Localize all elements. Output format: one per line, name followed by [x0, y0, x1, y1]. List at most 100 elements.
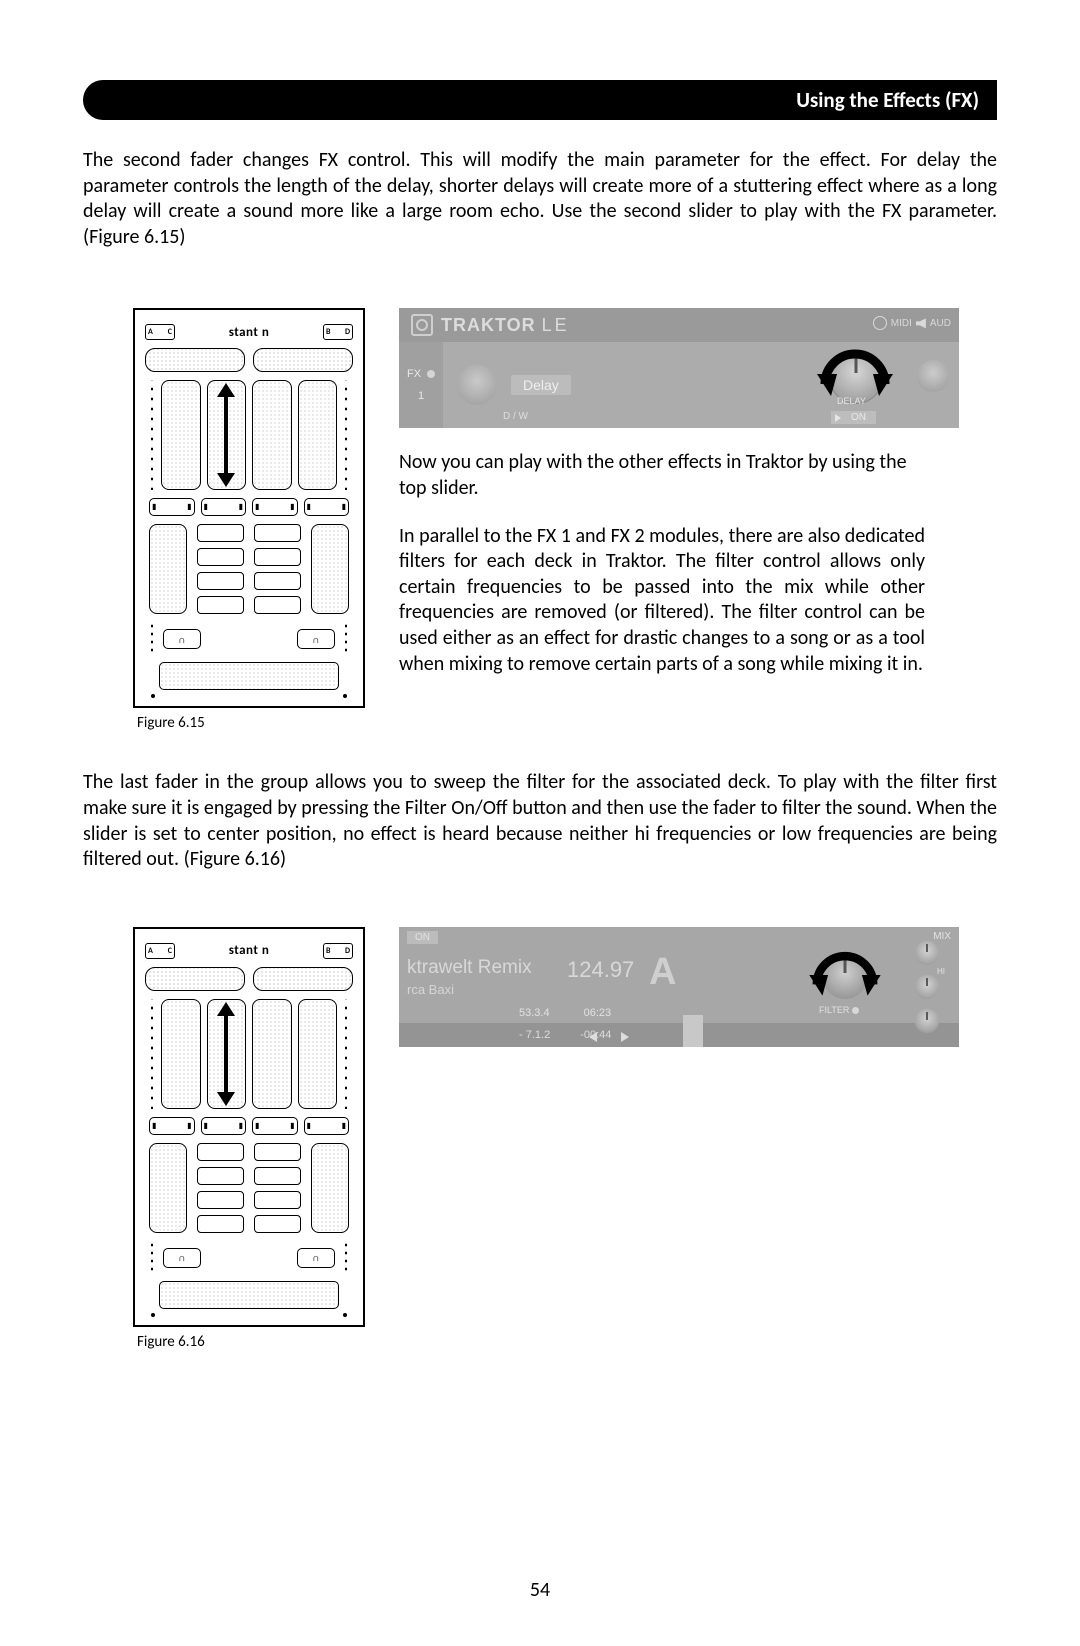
pad: [254, 1143, 301, 1161]
led-dots: [343, 1241, 349, 1275]
mix-label: MIX: [933, 931, 951, 942]
headphone-button-left: ∩: [163, 1248, 201, 1268]
settings-icon: [411, 314, 433, 336]
eq-knob: [915, 1009, 939, 1033]
small-button: ▮▮: [304, 498, 350, 516]
time-elapsed: 06:23: [584, 1007, 612, 1019]
filter-led-icon: [852, 1007, 859, 1014]
headphone-button-left: ∩: [163, 629, 201, 649]
vslider-2-active: [207, 999, 247, 1109]
dw-knob: [457, 365, 497, 405]
figure-caption-1: Figure 6.15: [137, 714, 365, 732]
paragraph-2: Now you can play with the other effects …: [399, 450, 925, 501]
deck-letter: A: [649, 951, 676, 994]
small-button: ▮▮: [304, 1117, 350, 1135]
pad: [254, 1215, 301, 1233]
led-column: [149, 999, 155, 1109]
traktor-edition: LE: [542, 315, 570, 336]
feet-dots: [145, 1309, 353, 1317]
pad: [254, 548, 301, 566]
hi-label: HI: [937, 967, 945, 976]
pad: [197, 596, 244, 614]
page-number: 54: [0, 1578, 1080, 1602]
secondary-knob: [917, 360, 949, 392]
midi-ring-icon: [873, 316, 887, 330]
vslider-3: [252, 380, 292, 490]
rotation-arrow-icon: [805, 943, 885, 1005]
pitch-value: - 7.1.2: [519, 1029, 550, 1041]
pad: [254, 524, 301, 542]
speaker-icon: [916, 318, 926, 328]
waveform-marker: [683, 1015, 703, 1047]
pad: [254, 1167, 301, 1185]
vslider-3: [252, 999, 292, 1109]
effect-name-label: Delay: [511, 375, 571, 395]
small-button: ▮▮: [252, 1117, 298, 1135]
pad: [254, 596, 301, 614]
paragraph-1: The second fader changes FX control. Thi…: [83, 148, 997, 250]
midi-label: MIDI: [891, 318, 912, 329]
pad: [197, 524, 244, 542]
brand-label: stant n: [229, 325, 270, 340]
seek-fwd-icon: [621, 1032, 629, 1042]
paragraph-4: The last fader in the group allows you t…: [83, 770, 997, 872]
touch-strip-right: [311, 524, 349, 614]
eq-knob: [915, 975, 939, 999]
seek-back-icon: [589, 1032, 597, 1042]
dark-strip: [399, 1023, 959, 1047]
crossfader: [159, 1281, 339, 1309]
touch-strip-right: [311, 1143, 349, 1233]
eq-knob: [915, 941, 939, 965]
pad: [197, 548, 244, 566]
vslider-2-active: [207, 380, 247, 490]
track-title: ktrawelt Remix: [407, 957, 532, 979]
pad: [197, 1215, 244, 1233]
fx-led-icon: [427, 370, 435, 378]
top-strip-right: [253, 967, 353, 991]
fx-label: FX: [407, 368, 421, 380]
beat-counter: 53.3.4: [519, 1007, 550, 1019]
pad: [197, 1143, 244, 1161]
touch-strip-left: [149, 524, 187, 614]
seek-arrows: [589, 1032, 629, 1042]
crossfader: [159, 662, 339, 690]
filter-label: FILTER: [819, 1005, 859, 1015]
top-button-bd: B D: [323, 943, 353, 959]
dw-label: D / W: [503, 411, 528, 422]
headphone-button-right: ∩: [297, 629, 335, 649]
top-button-ac: A C: [145, 943, 175, 959]
paragraph-3: In parallel to the FX 1 and FX 2 modules…: [399, 524, 925, 678]
led-dots: [149, 622, 155, 656]
controller-diagram-1: A C stant n B D: [133, 308, 365, 708]
on-label: ON: [407, 931, 438, 944]
touch-strip-left: [149, 1143, 187, 1233]
pad: [197, 1191, 244, 1209]
artist-name: rca Baxi: [407, 982, 454, 997]
led-dots: [149, 1241, 155, 1275]
small-button: ▮▮: [149, 1117, 195, 1135]
knob-label: DELAY: [837, 396, 866, 406]
on-button-label: ON: [831, 411, 876, 424]
top-strip-left: [145, 348, 245, 372]
figure-caption-2: Figure 6.16: [137, 1333, 365, 1351]
vslider-1: [161, 380, 201, 490]
bpm-value: 124.97: [567, 957, 634, 983]
pad: [254, 572, 301, 590]
led-column: [343, 999, 349, 1109]
led-column: [343, 380, 349, 490]
top-button-bd: B D: [323, 324, 353, 340]
top-strip-right: [253, 348, 353, 372]
headphone-button-right: ∩: [297, 1248, 335, 1268]
pad: [254, 1191, 301, 1209]
traktor-screenshot-2: ON MIX ktrawelt Remix rca Baxi 124.97 A …: [399, 927, 959, 1047]
small-button: ▮▮: [201, 1117, 247, 1135]
audio-abbrev: AUD: [930, 318, 951, 329]
vslider-1: [161, 999, 201, 1109]
section-title: Using the Effects (FX): [796, 87, 979, 113]
top-strip-left: [145, 967, 245, 991]
top-button-ac: A C: [145, 324, 175, 340]
vslider-4: [298, 999, 338, 1109]
led-column: [149, 380, 155, 490]
brand-label: stant n: [229, 943, 270, 958]
small-button: ▮▮: [201, 498, 247, 516]
